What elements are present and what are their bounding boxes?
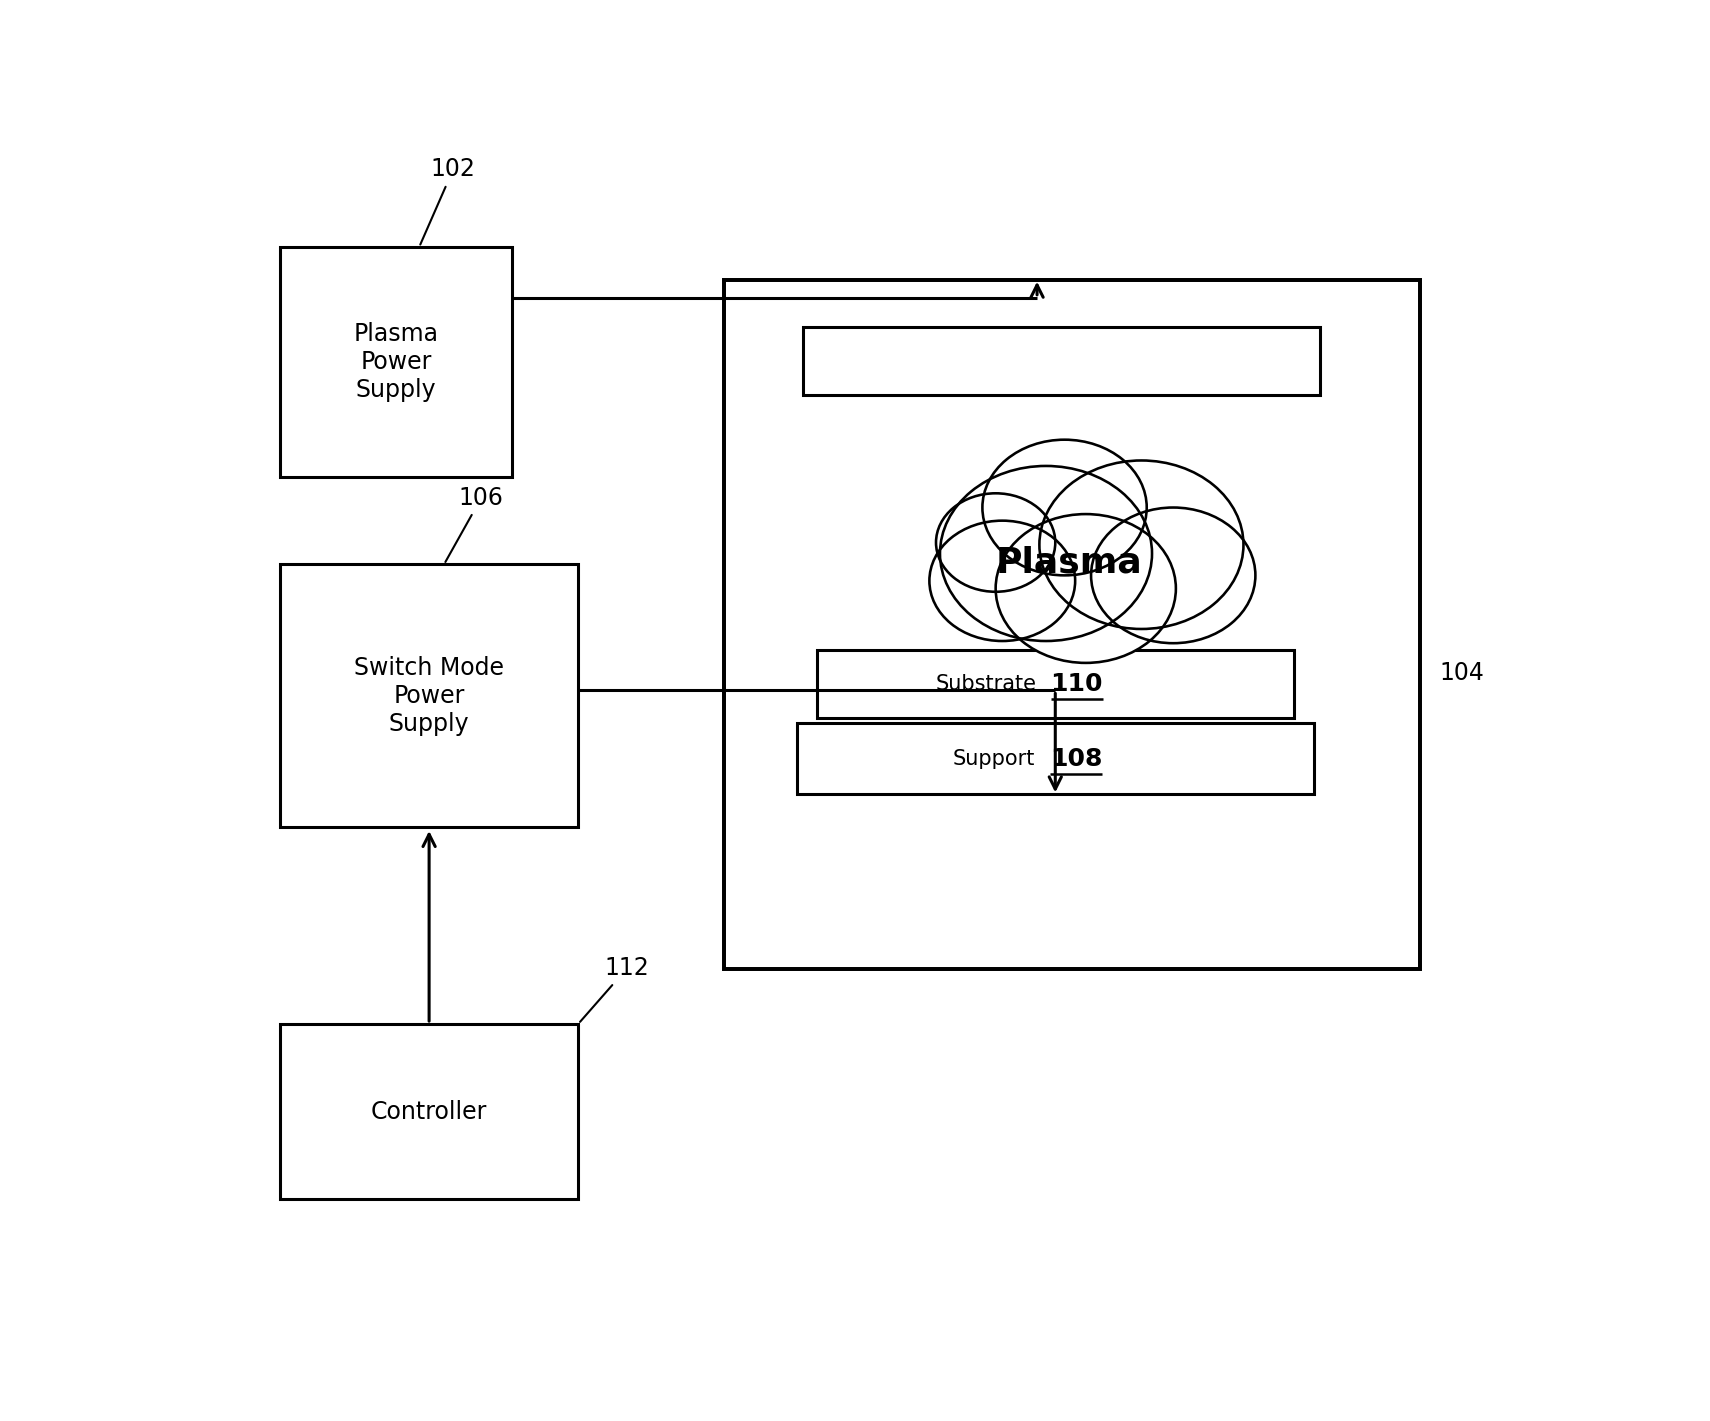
FancyBboxPatch shape (817, 649, 1294, 718)
Text: Plasma
Power
Supply: Plasma Power Supply (354, 323, 438, 402)
Text: Substrate: Substrate (935, 674, 1036, 693)
Circle shape (929, 520, 1076, 641)
FancyBboxPatch shape (797, 723, 1313, 794)
FancyBboxPatch shape (804, 327, 1320, 395)
Text: Support: Support (952, 749, 1035, 769)
Text: 110: 110 (1050, 672, 1103, 696)
Text: 108: 108 (1050, 746, 1103, 770)
Text: Plasma: Plasma (995, 546, 1142, 580)
Text: Controller: Controller (371, 1100, 487, 1124)
Circle shape (995, 514, 1176, 662)
Text: 102: 102 (421, 158, 475, 244)
Text: 112: 112 (580, 956, 650, 1022)
FancyBboxPatch shape (280, 564, 578, 827)
FancyBboxPatch shape (280, 1025, 578, 1199)
Circle shape (1040, 460, 1243, 630)
Circle shape (982, 439, 1147, 576)
Circle shape (941, 466, 1153, 641)
Text: 106: 106 (445, 486, 504, 561)
FancyBboxPatch shape (280, 247, 511, 477)
Circle shape (935, 493, 1055, 591)
Text: Switch Mode
Power
Supply: Switch Mode Power Supply (354, 657, 504, 736)
Text: 104: 104 (1440, 661, 1484, 685)
Circle shape (1091, 507, 1255, 644)
FancyBboxPatch shape (723, 280, 1419, 969)
